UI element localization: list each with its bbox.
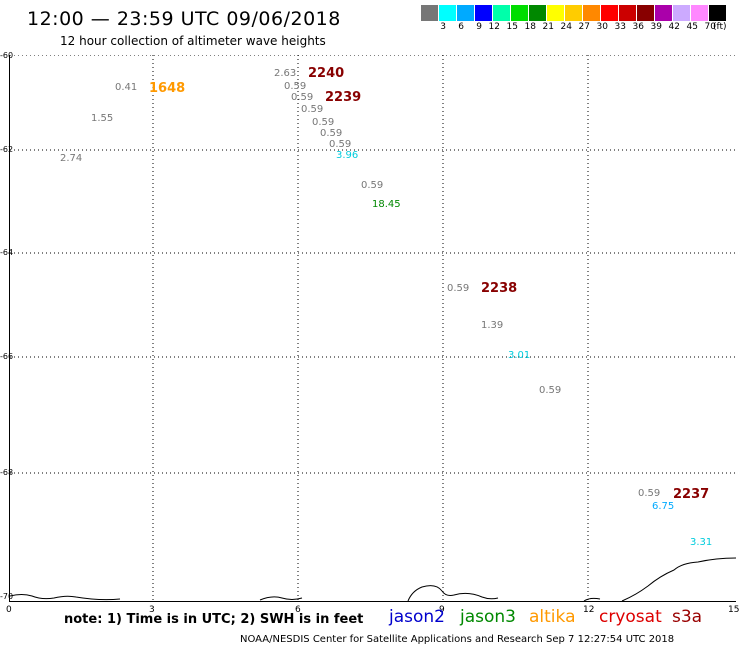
legend-label: 39 [650, 22, 662, 32]
legend-labels: 3 6 9 12 15 18 21 24 27 30 33 36 39 42 45 70 (ft) [421, 22, 739, 36]
wave-height-label: 18.45 [372, 199, 401, 210]
legend-swatch [475, 5, 492, 21]
lon-label: 0 [6, 605, 12, 615]
time-tag: 2240 [308, 66, 345, 81]
wave-height-label: 0.59 [291, 92, 314, 103]
legend-swatch [637, 5, 654, 21]
legend-label: 3 [440, 22, 446, 32]
time-tag: 2237 [673, 487, 710, 502]
lat-label: -64 [0, 248, 14, 257]
legend-label: 21 [542, 22, 554, 32]
wave-height-label: 3.01 [508, 350, 531, 361]
lat-label: -60 [0, 51, 14, 60]
legend-swatch [565, 5, 582, 21]
legend-swatch [511, 5, 528, 21]
map-area [9, 55, 736, 602]
time-tag: 1648 [149, 81, 186, 96]
legend-swatch [493, 5, 510, 21]
wave-height-label: 0.59 [320, 128, 343, 139]
legend-label: 15 [506, 22, 518, 32]
lon-label: 12 [583, 605, 595, 615]
lat-label: -62 [0, 145, 14, 154]
wave-height-label: 0.59 [301, 104, 324, 115]
legend-label: 70 [704, 22, 716, 32]
satellite-label-jason2: jason2 [389, 607, 445, 627]
legend-swatch [583, 5, 600, 21]
units-note: note: 1) Time is in UTC; 2) SWH is in fe… [64, 612, 364, 627]
legend-label: 6 [458, 22, 464, 32]
legend-swatch [547, 5, 564, 21]
satellite-label-s3a: s3a [672, 607, 703, 627]
lon-label: 9 [439, 605, 445, 615]
legend-swatch [691, 5, 708, 21]
satellite-label-jason3: jason3 [460, 607, 516, 627]
legend-swatch [709, 5, 726, 21]
wave-height-label: 0.41 [115, 82, 138, 93]
lon-label: 6 [295, 605, 301, 615]
wave-height-label: 1.55 [91, 113, 114, 124]
legend-swatch [457, 5, 474, 21]
lat-label: -70 [0, 592, 14, 601]
legend-label: 9 [476, 22, 482, 32]
map-title: 12:00 — 23:59 UTC 09/06/2018 [27, 8, 341, 30]
legend-swatch [529, 5, 546, 21]
credit-footer: NOAA/NESDIS Center for Satellite Applica… [240, 634, 675, 645]
wave-height-label: 3.31 [690, 537, 713, 548]
legend-label: 18 [524, 22, 536, 32]
lon-label: 3 [149, 605, 155, 615]
lon-label: 15 [728, 605, 740, 615]
map-subtitle: 12 hour collection of altimeter wave hei… [60, 34, 326, 48]
time-tag: 2239 [325, 90, 362, 105]
wave-height-label: 1.39 [481, 320, 504, 331]
legend-label: 24 [560, 22, 572, 32]
map-grid [10, 55, 736, 601]
legend-swatch [673, 5, 690, 21]
time-tag: 2238 [481, 281, 518, 296]
wave-height-label: 0.59 [329, 139, 352, 150]
wave-height-label: 0.59 [447, 283, 470, 294]
legend-label: 27 [578, 22, 590, 32]
legend-swatch [421, 5, 438, 21]
lat-label: -68 [0, 468, 14, 477]
color-legend [421, 5, 727, 21]
legend-label: 30 [596, 22, 608, 32]
legend-swatch [619, 5, 636, 21]
coastline [10, 557, 736, 601]
legend-label: 12 [488, 22, 500, 32]
legend-label: 33 [614, 22, 626, 32]
legend-swatch [601, 5, 618, 21]
legend-label: 45 [686, 22, 698, 32]
wave-height-label: 0.59 [361, 180, 384, 191]
satellite-label-cryosat: cryosat [599, 607, 662, 627]
lat-label: -66 [0, 352, 14, 361]
wave-height-label: 0.59 [539, 385, 562, 396]
wave-height-label: 6.75 [652, 501, 675, 512]
wave-height-label: 3.96 [336, 150, 359, 161]
satellite-label-altika: altika [529, 607, 576, 627]
legend-label: 36 [632, 22, 644, 32]
legend-swatch [439, 5, 456, 21]
wave-height-label: 2.74 [60, 153, 83, 164]
wave-height-label: 2.63 [274, 68, 297, 79]
legend-swatch [655, 5, 672, 21]
legend-unit: (ft) [713, 22, 727, 32]
wave-height-label: 0.59 [284, 81, 307, 92]
legend-label: 42 [668, 22, 680, 32]
wave-height-label: 0.59 [312, 117, 335, 128]
wave-height-label: 0.59 [638, 488, 661, 499]
